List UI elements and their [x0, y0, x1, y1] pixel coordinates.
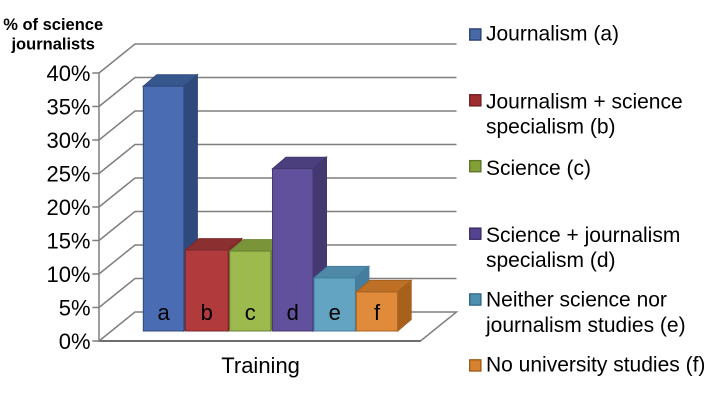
svg-text:No university studies (f): No university studies (f): [486, 353, 705, 376]
svg-text:a: a: [157, 300, 170, 325]
svg-text:Training: Training: [221, 353, 300, 378]
svg-text:Science (c): Science (c): [486, 157, 591, 180]
svg-text:35%: 35%: [46, 94, 90, 119]
svg-text:b: b: [201, 300, 213, 325]
svg-text:specialism (b): specialism (b): [486, 115, 616, 138]
svg-text:Neither science nor: Neither science nor: [486, 289, 667, 312]
svg-text:20%: 20%: [46, 195, 90, 220]
svg-text:f: f: [374, 300, 381, 325]
svg-text:40%: 40%: [46, 61, 90, 86]
svg-text:10%: 10%: [46, 262, 90, 287]
svg-text:Science + journalism: Science + journalism: [486, 224, 680, 247]
svg-text:0%: 0%: [59, 329, 91, 354]
svg-text:journalism studies (e): journalism studies (e): [485, 314, 686, 337]
svg-text:% of science: % of science: [3, 16, 103, 34]
svg-text:c: c: [245, 300, 256, 325]
svg-text:journalists: journalists: [10, 36, 94, 54]
svg-text:15%: 15%: [46, 228, 90, 253]
svg-text:e: e: [329, 300, 341, 325]
svg-text:25%: 25%: [46, 161, 90, 186]
svg-text:d: d: [287, 300, 299, 325]
svg-text:Journalism + science: Journalism + science: [486, 90, 683, 113]
svg-text:5%: 5%: [59, 295, 91, 320]
svg-text:Journalism (a): Journalism (a): [486, 23, 619, 46]
svg-text:30%: 30%: [46, 128, 90, 153]
svg-text:specialism (d): specialism (d): [486, 249, 616, 272]
